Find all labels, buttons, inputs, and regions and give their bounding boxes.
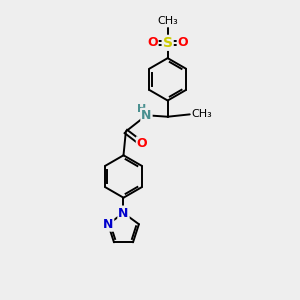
- Text: S: S: [163, 36, 173, 50]
- Text: N: N: [103, 218, 113, 231]
- Text: CH₃: CH₃: [157, 16, 178, 26]
- Text: N: N: [141, 109, 152, 122]
- Text: O: O: [147, 36, 158, 49]
- Text: O: O: [178, 36, 188, 49]
- Text: O: O: [137, 137, 147, 150]
- Text: N: N: [118, 206, 129, 220]
- Text: H: H: [136, 104, 146, 114]
- Text: CH₃: CH₃: [191, 110, 212, 119]
